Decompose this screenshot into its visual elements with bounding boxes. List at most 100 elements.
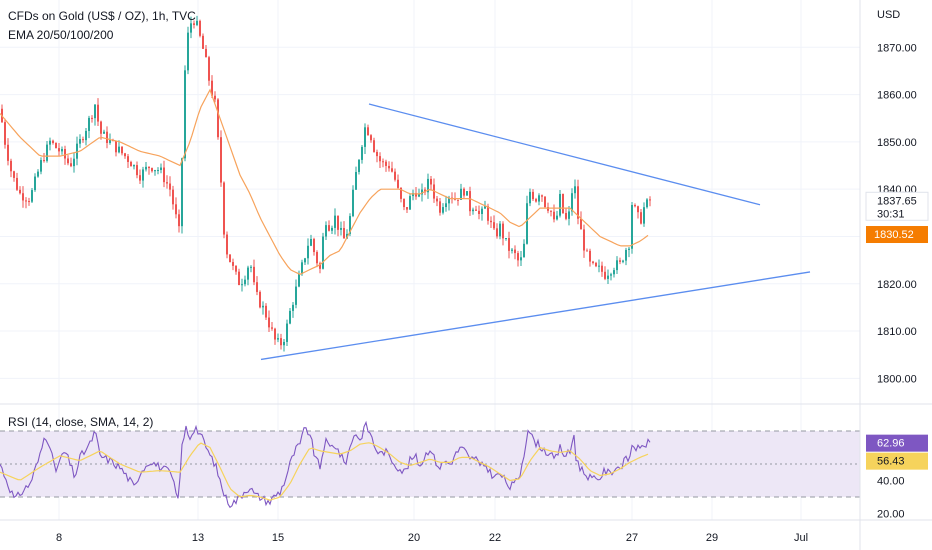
candle-body: [643, 207, 645, 224]
candle-body: [43, 160, 45, 162]
candle-body: [196, 20, 198, 25]
candle-body: [205, 48, 207, 58]
candle-body: [520, 257, 522, 261]
candle-body: [322, 236, 324, 269]
candle-body: [28, 201, 30, 203]
lower-trendline: [260, 271, 811, 361]
ema-price-value: 1830.52: [874, 229, 914, 241]
candle-body: [367, 127, 369, 136]
candle-body: [601, 265, 603, 272]
candle-body: [301, 262, 303, 274]
candle-body: [478, 210, 480, 214]
candle-body: [247, 267, 249, 280]
candle-body: [550, 210, 552, 212]
candle-body: [274, 328, 276, 340]
candle-body: [19, 189, 21, 194]
candle-body: [634, 204, 636, 207]
candle-body: [541, 195, 543, 197]
candle-body: [265, 305, 267, 318]
time-tick-label: 8: [56, 532, 62, 544]
rsi-title: RSI (14, close, SMA, 14, 2): [8, 415, 154, 429]
candle-body: [394, 171, 396, 180]
candle-body: [469, 191, 471, 212]
candle-body: [625, 249, 627, 261]
bar-countdown: 30:31: [877, 208, 905, 220]
candle-body: [310, 238, 312, 246]
candle-body: [277, 338, 279, 340]
candle-body: [589, 250, 591, 262]
candles-layer: [1, 15, 651, 352]
candle-body: [499, 223, 501, 237]
rsi-sma-line: [0, 442, 649, 501]
candle-body: [580, 218, 582, 230]
candle-body: [145, 166, 147, 170]
candle-body: [532, 191, 534, 200]
candle-body: [214, 95, 216, 100]
candle-body: [106, 131, 108, 143]
candle-body: [436, 198, 438, 202]
candle-body: [319, 263, 321, 269]
candle-body: [412, 192, 414, 197]
candle-body: [481, 208, 483, 214]
candle-body: [295, 286, 297, 305]
candle-body: [418, 194, 420, 197]
candle-body: [631, 204, 633, 249]
candle-body: [250, 266, 252, 268]
candle-body: [46, 144, 48, 161]
candle-body: [574, 186, 576, 194]
candle-body: [487, 206, 489, 221]
candle-body: [91, 117, 93, 119]
candle-body: [439, 201, 441, 213]
candle-body: [175, 204, 177, 215]
candle-body: [286, 323, 288, 342]
candle-body: [517, 253, 519, 261]
candle-body: [259, 291, 261, 308]
rsi-sma-tag: [866, 452, 928, 470]
candle-body: [556, 215, 558, 220]
candle-body: [67, 158, 69, 164]
candle-body: [124, 153, 126, 157]
time-tick-label: 29: [706, 532, 718, 544]
candle-body: [361, 146, 363, 160]
candle-body: [610, 274, 612, 276]
candle-body: [253, 266, 255, 283]
candle-body: [604, 271, 606, 279]
candle-body: [73, 158, 75, 167]
candle-body: [58, 148, 60, 152]
candle-body: [16, 177, 18, 190]
candle-body: [391, 168, 393, 172]
candle-body: [475, 209, 477, 211]
candle-body: [307, 245, 309, 259]
candle-body: [460, 188, 462, 200]
candle-body: [421, 189, 423, 195]
candle-body: [547, 207, 549, 211]
candle-body: [508, 237, 510, 251]
candle-body: [37, 171, 39, 177]
candle-body: [103, 131, 105, 134]
candle-body: [529, 191, 531, 204]
candle-body: [466, 191, 468, 196]
candle-body: [229, 254, 231, 263]
candle-body: [400, 187, 402, 199]
last-price-value: 1837.65: [877, 195, 917, 207]
candle-body: [136, 165, 138, 176]
candle-body: [331, 227, 333, 231]
candle-body: [22, 193, 24, 201]
upper-trendline: [368, 103, 761, 206]
candle-body: [364, 127, 366, 147]
rsi-tick-label: 40.00: [877, 475, 905, 487]
candle-body: [127, 156, 129, 162]
candle-body: [340, 228, 342, 230]
candle-body: [577, 186, 579, 219]
candle-body: [544, 196, 546, 208]
candle-body: [49, 140, 51, 145]
candle-body: [202, 35, 204, 49]
candle-body: [133, 165, 135, 167]
time-tick-label: 15: [272, 532, 284, 544]
candle-body: [592, 261, 594, 263]
candle-body: [271, 327, 273, 329]
candle-body: [130, 161, 132, 167]
